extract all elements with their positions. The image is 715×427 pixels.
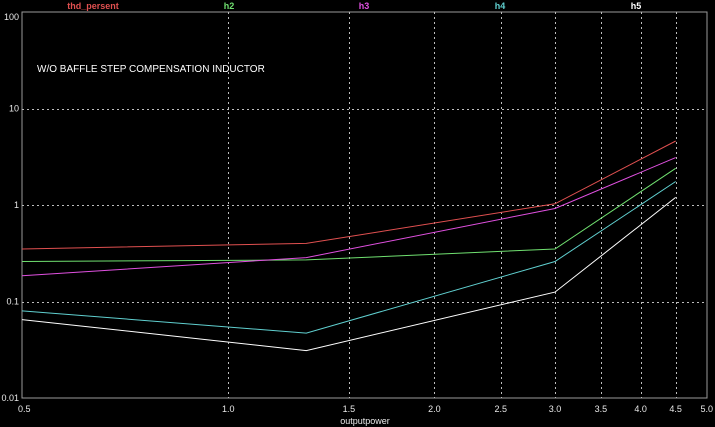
legend-item-h2: h2 xyxy=(224,1,235,11)
x-tick-label: 3.5 xyxy=(595,404,608,414)
series-line-h4 xyxy=(21,181,676,334)
x-axis-label: outputpower xyxy=(340,416,390,426)
grid xyxy=(21,11,708,399)
y-tick-labels: 0.01 0.1 1 10 100 xyxy=(1,12,19,403)
x-tick-label: 3.0 xyxy=(549,404,562,414)
chart-annotation: W/O BAFFLE STEP COMPENSATION INDUCTOR xyxy=(37,64,265,75)
x-tick-label: 1.0 xyxy=(222,404,235,414)
y-tick-label: 0.1 xyxy=(6,297,19,307)
legend-item-thd-persent: thd_persent xyxy=(67,1,119,11)
y-tick-label: 0.01 xyxy=(1,393,19,403)
series-lines xyxy=(21,140,677,352)
x-tick-label: 1.5 xyxy=(343,404,356,414)
y-tick-label: 10 xyxy=(9,104,19,114)
x-tick-label: 2.5 xyxy=(495,404,508,414)
series-line-thd-persent xyxy=(21,140,676,250)
x-tick-label: 0.5 xyxy=(18,404,31,414)
x-tick-labels: 0.5 1.0 1.5 2.0 2.5 3.0 3.5 4.0 4.5 5.0 xyxy=(18,404,713,414)
series-line-h5 xyxy=(21,197,677,352)
series-line-h3 xyxy=(21,157,676,277)
x-tick-label: 2.0 xyxy=(428,404,441,414)
x-tick-label: 5.0 xyxy=(700,404,713,414)
legend: thd_persent h2 h3 h4 h5 xyxy=(67,1,641,11)
y-tick-label: 100 xyxy=(4,12,19,22)
legend-item-h5: h5 xyxy=(631,1,642,11)
series-line-h2 xyxy=(21,167,676,262)
x-tick-label: 4.5 xyxy=(669,404,682,414)
y-tick-label: 1 xyxy=(14,200,19,210)
x-tick-label: 4.0 xyxy=(634,404,647,414)
legend-item-h3: h3 xyxy=(359,1,370,11)
legend-item-h4: h4 xyxy=(495,1,506,11)
